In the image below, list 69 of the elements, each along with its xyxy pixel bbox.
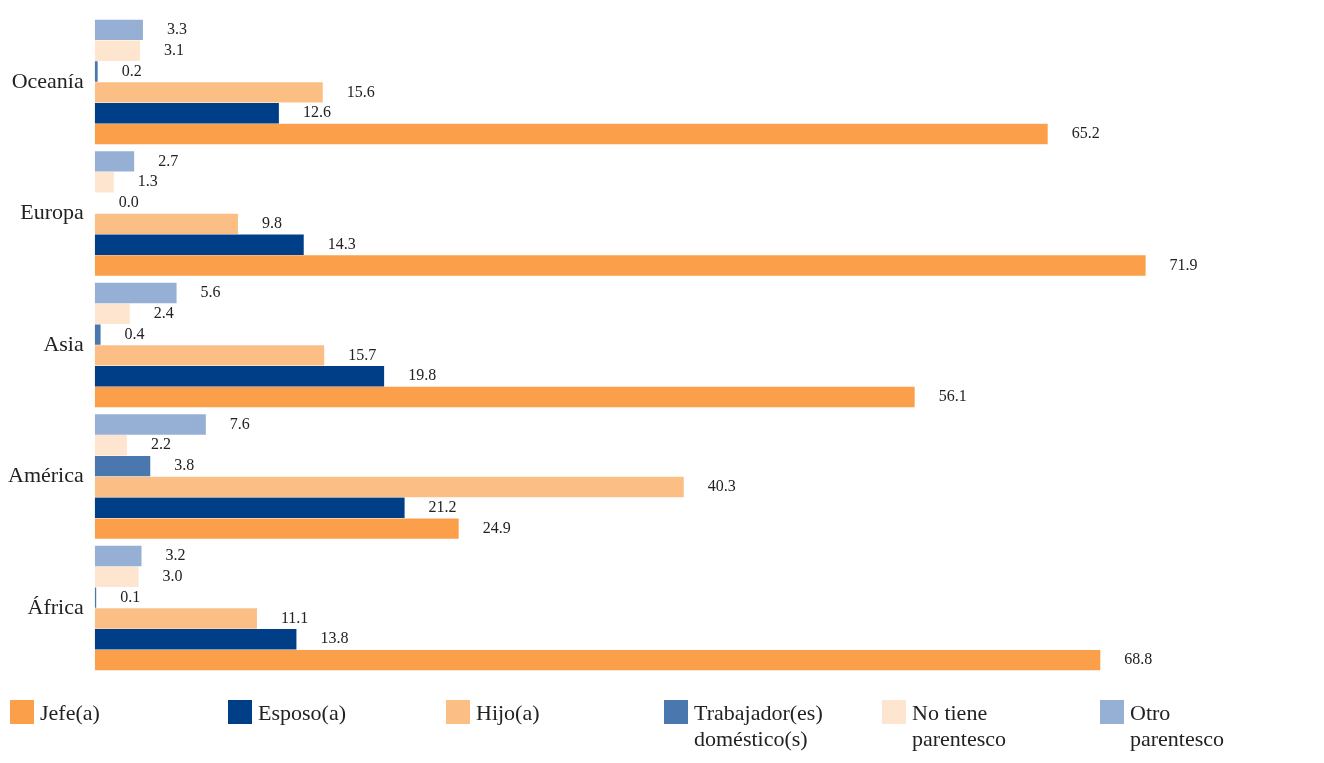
bar — [94, 40, 141, 61]
data-label: 11.1 — [280, 608, 309, 626]
y-tick-label: América — [8, 462, 84, 488]
y-tick-label: Asia — [43, 330, 84, 356]
data-label: 3.8 — [174, 456, 195, 474]
bar — [94, 255, 1146, 276]
data-label: 21.2 — [428, 497, 457, 515]
bar — [94, 566, 139, 588]
y-tick-label: Oceanía — [11, 67, 84, 93]
bar — [94, 151, 135, 172]
bar — [94, 282, 177, 304]
bar — [94, 545, 142, 567]
bar — [94, 649, 1101, 671]
data-label: 14.3 — [327, 234, 356, 252]
bar — [94, 518, 459, 539]
legend-label: Jefe(a) — [40, 700, 101, 726]
legend-label: No tiene parentesco — [912, 700, 1008, 752]
data-label: 2.4 — [153, 303, 174, 321]
data-label: 68.8 — [1124, 650, 1153, 668]
data-label: 7.6 — [229, 414, 250, 432]
data-label: 0.4 — [124, 324, 145, 342]
data-label: 0.1 — [120, 587, 141, 605]
data-label: 2.2 — [150, 435, 171, 453]
data-label: 24.9 — [482, 518, 511, 536]
data-label: 3.1 — [164, 40, 185, 58]
bar — [94, 82, 323, 103]
bar — [94, 497, 405, 518]
legend-label: Esposo(a) — [258, 700, 347, 726]
bar — [94, 366, 385, 387]
data-label: 40.3 — [707, 477, 736, 495]
data-label: 15.6 — [346, 82, 375, 100]
bar — [94, 608, 257, 629]
bar — [94, 435, 127, 456]
legend-label: Hijo(a) — [476, 700, 541, 726]
bar — [94, 629, 297, 650]
data-label: 0.2 — [121, 61, 142, 79]
data-label: 15.7 — [348, 345, 377, 363]
bar — [94, 414, 206, 435]
bar — [94, 303, 130, 324]
data-label: 19.8 — [408, 366, 437, 384]
bar — [94, 19, 143, 41]
bar — [94, 102, 279, 124]
y-tick-label: África — [27, 593, 84, 619]
data-label: 12.6 — [302, 103, 331, 121]
data-label: 13.8 — [320, 629, 349, 647]
data-label: 3.0 — [162, 567, 183, 585]
bar — [94, 234, 304, 255]
data-label: 1.3 — [137, 172, 158, 190]
data-label: 3.2 — [165, 546, 186, 564]
bar — [94, 324, 101, 345]
data-label: 5.6 — [200, 283, 221, 301]
data-label: 0.0 — [118, 193, 139, 211]
data-label: 2.7 — [158, 151, 179, 169]
data-label: 71.9 — [1169, 255, 1198, 273]
data-label: 65.2 — [1071, 124, 1100, 142]
bar — [94, 476, 684, 498]
data-label: 9.8 — [261, 214, 282, 232]
bar — [94, 386, 915, 408]
bar — [94, 213, 238, 235]
bar — [94, 123, 1048, 145]
bar — [94, 455, 151, 477]
data-label: 3.3 — [166, 20, 187, 38]
legend-label: Otro parentesco — [1130, 700, 1226, 752]
bar — [94, 345, 325, 366]
y-tick-label: Europa — [20, 199, 84, 225]
legend-label: Trabajador(es) doméstico(s) — [694, 700, 824, 752]
bar — [94, 172, 114, 193]
bar — [94, 61, 98, 82]
data-label: 56.1 — [938, 387, 967, 405]
